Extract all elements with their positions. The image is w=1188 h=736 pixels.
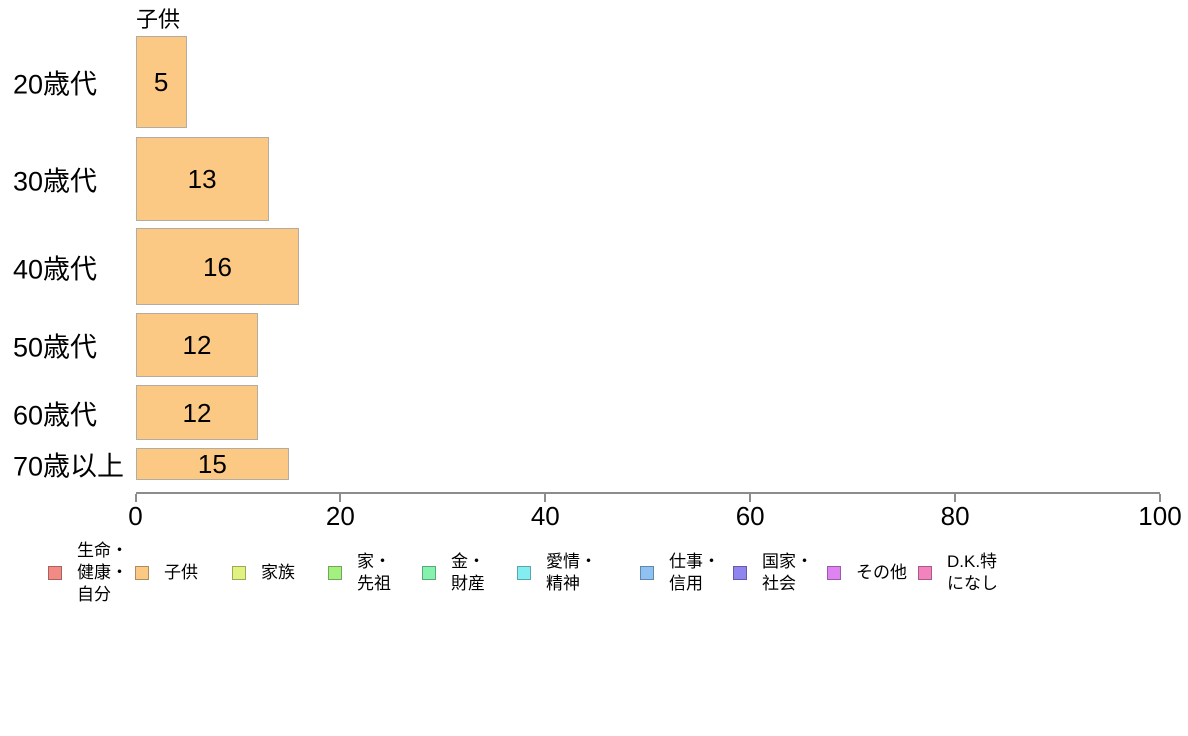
legend-swatch <box>827 566 841 580</box>
legend-item: 生命・ 健康・ 自分 <box>48 540 128 606</box>
x-axis-tick <box>134 494 137 502</box>
x-axis-tick <box>1159 494 1161 502</box>
bar-value-label: 5 <box>153 67 169 97</box>
legend-swatch <box>517 566 531 580</box>
legend-label: 国家・ 社会 <box>762 552 813 593</box>
legend-swatch <box>328 566 342 580</box>
x-axis-tick <box>544 494 547 502</box>
category-label: 40歳代 <box>13 254 98 284</box>
legend-item: 家族 <box>232 562 295 584</box>
legend-swatch <box>48 566 62 580</box>
x-axis-tick-label: 60 <box>735 501 765 531</box>
legend-item: 愛情・ 精神 <box>517 551 597 595</box>
legend-swatch <box>733 566 747 580</box>
legend-label: 家・ 先祖 <box>357 552 391 593</box>
legend-swatch <box>640 566 654 580</box>
category-label: 20歳代 <box>13 69 98 100</box>
legend-item: 子供 <box>135 562 198 584</box>
legend-label: 金・ 財産 <box>451 552 485 593</box>
legend-label: 家族 <box>261 563 295 582</box>
legend-swatch <box>232 566 246 580</box>
x-axis-tick-label: 40 <box>530 501 560 531</box>
chart-title: 子供 <box>136 7 181 32</box>
category-label: 60歳代 <box>13 400 98 430</box>
legend-item: 仕事・ 信用 <box>640 551 720 595</box>
bar-value-label: 13 <box>187 164 217 194</box>
bar: 13 <box>135 137 269 221</box>
legend-item: 家・ 先祖 <box>328 551 391 595</box>
legend-item: その他 <box>827 562 907 584</box>
bar: 5 <box>135 36 187 128</box>
bar: 12 <box>135 385 259 440</box>
x-axis-tick-label: 80 <box>940 501 970 531</box>
bar: 12 <box>135 313 259 377</box>
legend-label: その他 <box>856 563 907 582</box>
x-axis-tick <box>954 494 957 502</box>
x-axis-tick-label: 0 <box>128 501 143 531</box>
legend-label: 子供 <box>164 563 198 582</box>
legend-label: D.K.特 になし <box>947 552 998 593</box>
bar-value-label: 12 <box>182 397 212 428</box>
x-axis-tick-label: 100 <box>1138 501 1182 531</box>
legend-swatch <box>918 566 932 580</box>
bar-value-label: 15 <box>197 449 227 479</box>
x-axis-tick-label: 20 <box>325 501 355 531</box>
bar: 15 <box>135 448 290 480</box>
x-axis-tick <box>339 494 342 502</box>
bar: 16 <box>135 228 300 305</box>
category-label: 70歳以上 <box>13 451 125 482</box>
legend-label: 愛情・ 精神 <box>546 552 597 593</box>
category-label: 50歳代 <box>13 332 98 363</box>
legend-label: 仕事・ 信用 <box>669 552 720 593</box>
bar-value-label: 12 <box>182 330 212 360</box>
legend-item: 金・ 財産 <box>422 551 485 595</box>
legend-swatch <box>422 566 436 580</box>
x-axis-tick <box>749 494 752 502</box>
x-axis-line <box>135 492 1160 494</box>
legend-item: 国家・ 社会 <box>733 551 813 595</box>
bar-value-label: 16 <box>202 251 232 282</box>
category-label: 30歳代 <box>13 166 98 197</box>
legend-label: 生命・ 健康・ 自分 <box>77 541 128 604</box>
legend-item: D.K.特 になし <box>918 551 998 595</box>
legend-swatch <box>135 566 149 580</box>
